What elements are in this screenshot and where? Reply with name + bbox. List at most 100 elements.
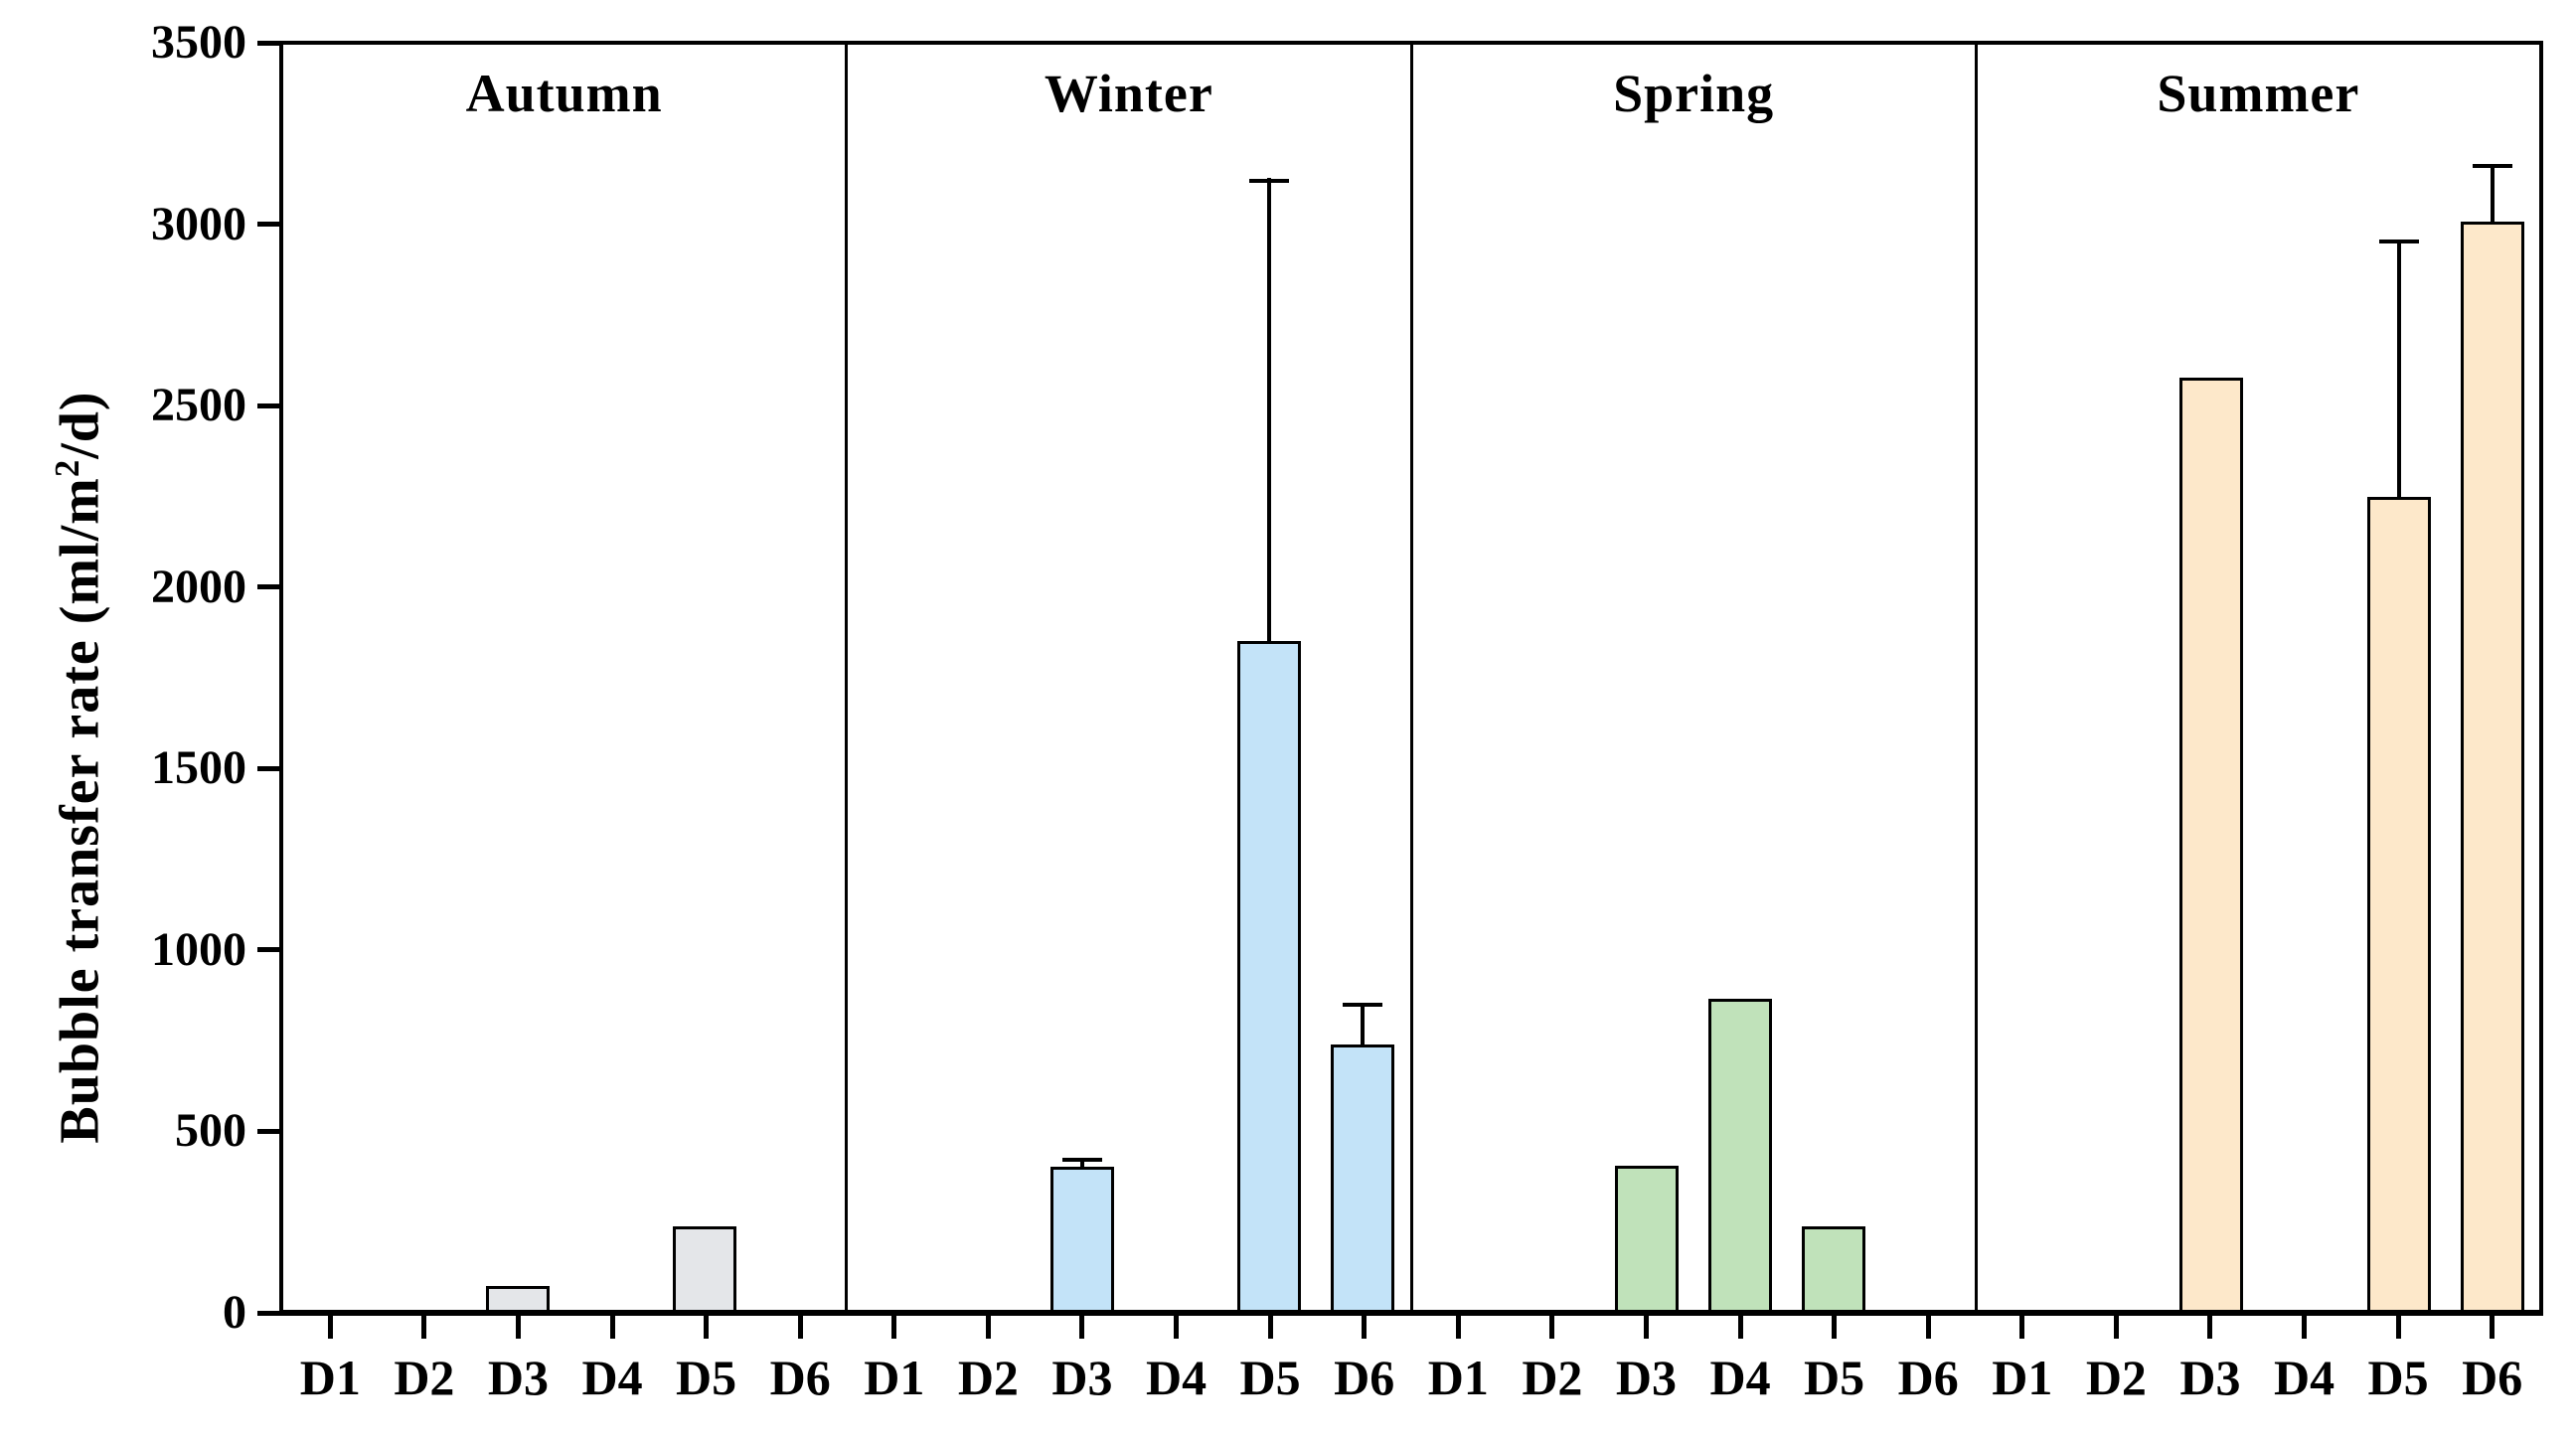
bar-summer-d5	[2366, 497, 2431, 1310]
plot-area: Autumn Winter Spring Summer	[279, 41, 2543, 1316]
bar-slots-winter	[848, 45, 1409, 1310]
x-tick-mark	[704, 1316, 710, 1339]
y-tick-label-1000: 1000	[151, 923, 246, 976]
error-bar-line-winter-d5	[1267, 178, 1272, 641]
x-tick-mark	[1549, 1316, 1555, 1339]
x-cell-summer-d5: D5	[2351, 1316, 2446, 1435]
x-tick-label-autumn-d2: D2	[394, 1350, 455, 1405]
panel-summer: Summer	[1978, 45, 2539, 1310]
slot-spring-d3	[1600, 45, 1693, 1310]
x-tick-mark	[515, 1316, 521, 1339]
x-tick-group-winter: D1 D2 D3 D4 D5 D6	[848, 1316, 1412, 1435]
panel-title-autumn: Autumn	[465, 64, 663, 123]
slot-winter-d1	[848, 45, 941, 1310]
x-tick-mark	[2395, 1316, 2401, 1339]
x-tick-mark	[1174, 1316, 1180, 1339]
slot-summer-d2	[2071, 45, 2165, 1310]
x-tick-mark	[2302, 1316, 2308, 1339]
x-cell-spring-d4: D4	[1693, 1316, 1788, 1435]
x-cell-autumn-d6: D6	[753, 1316, 848, 1435]
slot-winter-d5	[1222, 45, 1316, 1310]
error-bar-cap-summer-d6	[2472, 164, 2512, 168]
bar-winter-d3	[1049, 1167, 1114, 1310]
y-tick-mark-2500	[257, 403, 279, 408]
panel-winter: Winter	[848, 45, 1413, 1310]
slot-autumn-d1	[283, 45, 377, 1310]
slot-winter-d6	[1316, 45, 1409, 1310]
slot-spring-d6	[1881, 45, 1975, 1310]
x-tick-mark	[1267, 1316, 1273, 1339]
y-tick-label-0: 0	[223, 1286, 246, 1339]
x-cell-summer-d1: D1	[1976, 1316, 2070, 1435]
x-tick-group-spring: D1 D2 D3 D4 D5 D6	[1411, 1316, 1976, 1435]
error-bar-line-winter-d3	[1079, 1158, 1084, 1167]
slot-summer-d1	[1978, 45, 2071, 1310]
x-tick-mark	[891, 1316, 897, 1339]
x-tick-mark	[2207, 1316, 2213, 1339]
x-tick-label-summer-d4: D4	[2273, 1350, 2335, 1405]
error-bar-line-summer-d6	[2490, 164, 2495, 222]
x-cell-summer-d4: D4	[2257, 1316, 2351, 1435]
bar-spring-d4	[1708, 999, 1773, 1310]
slot-autumn-d5	[658, 45, 751, 1310]
slot-winter-d3	[1036, 45, 1129, 1310]
slot-summer-d3	[2165, 45, 2258, 1310]
panel-title-summer: Summer	[2157, 64, 2360, 123]
x-cell-autumn-d3: D3	[471, 1316, 565, 1435]
slot-autumn-d4	[564, 45, 658, 1310]
panel-title-winter: Winter	[1044, 64, 1213, 123]
x-cell-autumn-d1: D1	[283, 1316, 378, 1435]
x-tick-label-summer-d3: D3	[2179, 1350, 2241, 1405]
x-tick-mark	[327, 1316, 333, 1339]
x-tick-label-spring-d1: D1	[1427, 1350, 1489, 1405]
x-tick-label-spring-d5: D5	[1804, 1350, 1865, 1405]
error-bar-cap-winter-d3	[1061, 1158, 1102, 1162]
slot-spring-d2	[1507, 45, 1600, 1310]
y-tick-mark-3000	[257, 222, 279, 227]
panel-title-spring: Spring	[1613, 64, 1775, 123]
panel-spring: Spring	[1413, 45, 1978, 1310]
x-tick-group-summer: D1 D2 D3 D4 D5 D6	[1976, 1316, 2540, 1435]
x-tick-label-winter-d4: D4	[1145, 1350, 1208, 1405]
y-tick-mark-0	[257, 1311, 279, 1316]
x-cell-spring-d3: D3	[1599, 1316, 1693, 1435]
bar-winter-d5	[1237, 641, 1302, 1310]
slot-winter-d2	[941, 45, 1035, 1310]
y-tick-label-2500: 2500	[151, 379, 246, 431]
x-tick-group-autumn: D1 D2 D3 D4 D5 D6	[283, 1316, 848, 1435]
x-tick-mark	[1832, 1316, 1838, 1339]
y-tick-mark-2000	[257, 584, 279, 589]
x-tick-label-autumn-d6: D6	[769, 1350, 831, 1405]
y-tick-label-1500: 1500	[151, 741, 246, 794]
x-tick-mark	[2490, 1316, 2496, 1339]
x-cell-autumn-d5: D5	[659, 1316, 753, 1435]
x-cell-spring-d5: D5	[1787, 1316, 1881, 1435]
x-tick-mark	[1737, 1316, 1743, 1339]
x-tick-label-spring-d3: D3	[1615, 1350, 1677, 1405]
x-tick-mark	[421, 1316, 427, 1339]
x-tick-label-summer-d5: D5	[2367, 1350, 2429, 1405]
y-axis-title-superscript: 2	[48, 458, 86, 478]
slot-spring-d1	[1413, 45, 1507, 1310]
x-tick-mark	[797, 1316, 803, 1339]
x-tick-mark	[2019, 1316, 2025, 1339]
error-bar-line-winter-d6	[1361, 1003, 1366, 1044]
slot-spring-d5	[1787, 45, 1880, 1310]
x-tick-label-spring-d6: D6	[1897, 1350, 1959, 1405]
y-tick-label-2000: 2000	[151, 561, 246, 613]
x-cell-summer-d3: D3	[2164, 1316, 2258, 1435]
x-tick-label-spring-d4: D4	[1709, 1350, 1771, 1405]
x-cell-winter-d4: D4	[1129, 1316, 1223, 1435]
x-tick-mark	[1643, 1316, 1649, 1339]
x-tick-label-summer-d1: D1	[1992, 1350, 2053, 1405]
x-tick-label-autumn-d3: D3	[487, 1350, 549, 1405]
x-tick-label-winter-d2: D2	[957, 1350, 1019, 1405]
bar-autumn-d3	[485, 1286, 550, 1310]
y-tick-label-3000: 3000	[151, 198, 246, 250]
bar-autumn-d5	[672, 1226, 736, 1310]
y-tick-mark-3500	[257, 41, 279, 46]
bar-slots-spring	[1413, 45, 1975, 1310]
x-tick-label-autumn-d4: D4	[581, 1350, 643, 1405]
slot-summer-d6	[2446, 45, 2539, 1310]
